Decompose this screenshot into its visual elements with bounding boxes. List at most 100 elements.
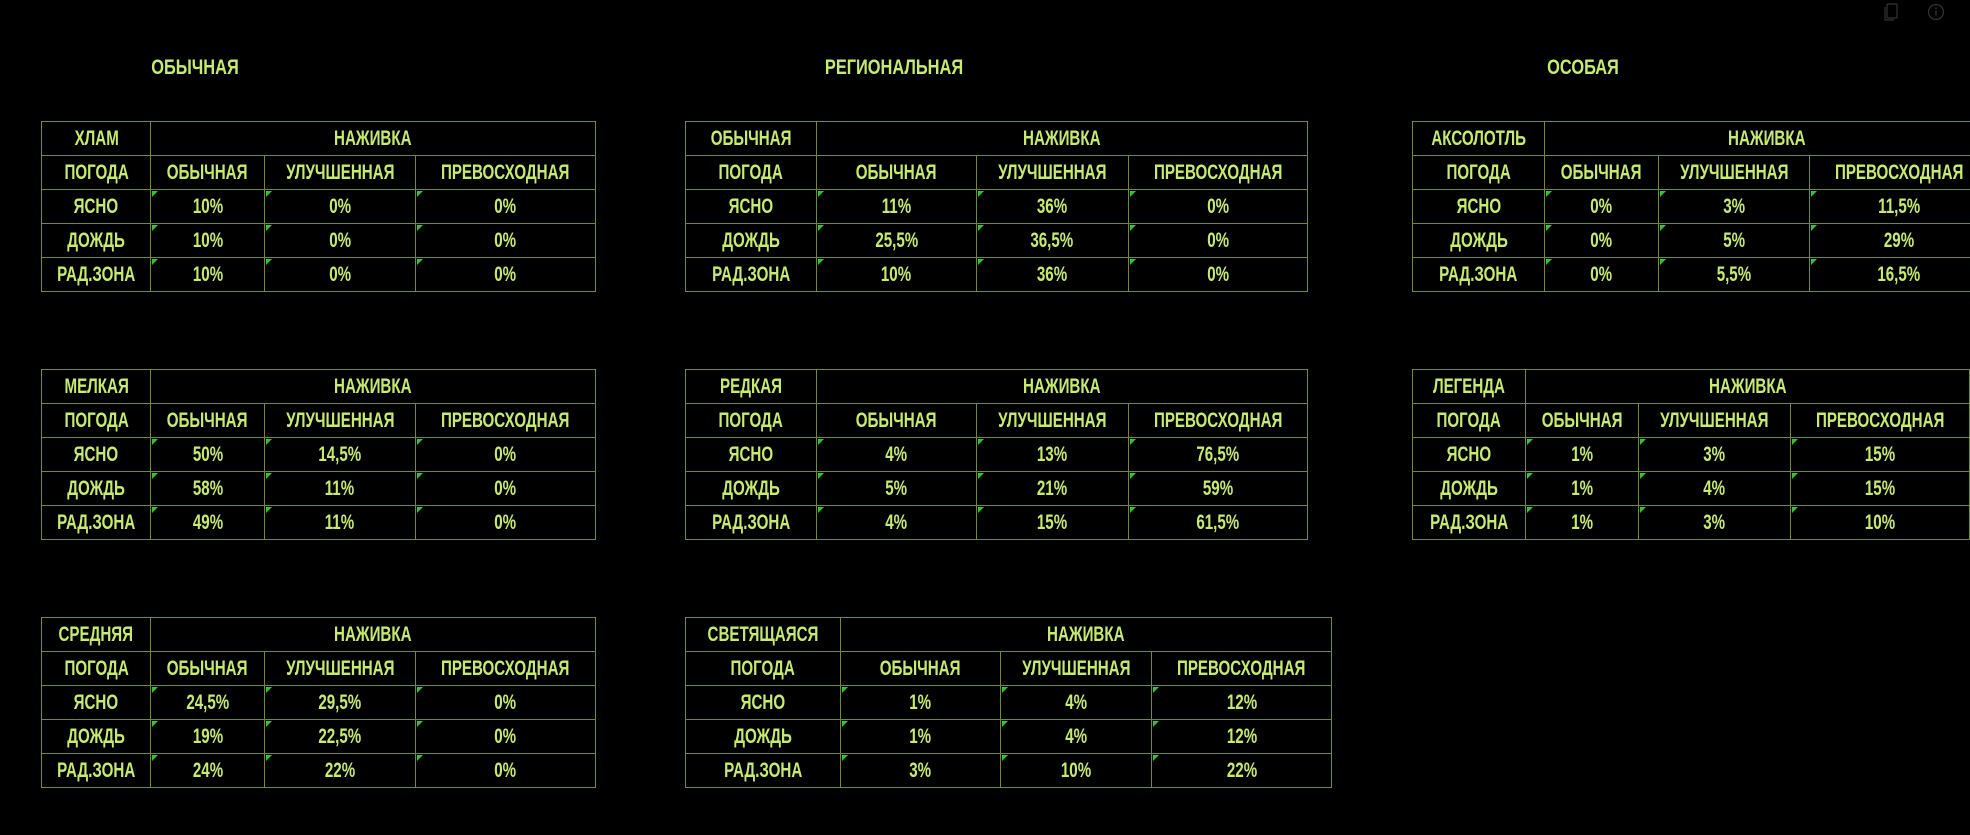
bait-header: НАЖИВКА bbox=[1524, 369, 1970, 404]
bait-type-header: ПРЕВОСХОДНАЯ bbox=[1789, 403, 1970, 438]
chance-cell-text: 10% bbox=[192, 228, 223, 252]
table-header-row: ОБЫЧНАЯ НАЖИВКА bbox=[685, 121, 1308, 156]
chance-cell: 1% bbox=[1524, 437, 1640, 472]
bait-type-header-text: ПРЕВОСХОДНАЯ bbox=[1153, 160, 1282, 184]
table-row: РАД.ЗОНА 49% 11% 0% bbox=[40, 505, 596, 540]
chance-cell: 4% bbox=[1638, 471, 1791, 506]
chance-cell: 0% bbox=[415, 471, 596, 506]
table-row: ЯСНО 50% 14,5% 0% bbox=[40, 437, 596, 472]
chance-cell: 15% bbox=[976, 505, 1129, 540]
fish-category-label-text: МЕЛКАЯ bbox=[64, 374, 129, 398]
weather-header: ПОГОДА bbox=[685, 155, 817, 190]
weather-header-text: ПОГОДА bbox=[718, 160, 784, 184]
chance-cell-text: 10% bbox=[1061, 758, 1092, 782]
weather-label: ЯСНО bbox=[1412, 437, 1526, 472]
chance-cell: 3% bbox=[1638, 505, 1791, 540]
copy-icon[interactable] bbox=[1884, 3, 1898, 21]
chance-cell: 13% bbox=[976, 437, 1129, 472]
bait-type-header-text: ОБЫЧНАЯ bbox=[167, 160, 248, 184]
table-subheader-row: ПОГОДА ОБЫЧНАЯ УЛУЧШЕННАЯ ПРЕВОСХОДНАЯ bbox=[40, 155, 596, 190]
table-row: РАД.ЗОНА 24% 22% 0% bbox=[40, 753, 596, 788]
weather-header: ПОГОДА bbox=[685, 403, 817, 438]
table-subheader-row: ПОГОДА ОБЫЧНАЯ УЛУЧШЕННАЯ ПРЕВОСХОДНАЯ bbox=[40, 651, 596, 686]
bait-type-header-text: ПРЕВОСХОДНАЯ bbox=[1177, 656, 1306, 680]
weather-label-text: ЯСНО bbox=[728, 194, 774, 218]
table-row: ДОЖДЬ 1% 4% 15% bbox=[1412, 471, 1970, 506]
table-row: РАД.ЗОНА 4% 15% 61,5% bbox=[685, 505, 1308, 540]
bait-type-header-text: УЛУЧШЕННАЯ bbox=[1660, 408, 1769, 432]
chance-cell: 10% bbox=[1789, 505, 1970, 540]
bait-type-header: ОБЫЧНАЯ bbox=[150, 155, 265, 190]
chance-cell: 24,5% bbox=[150, 685, 265, 720]
table-header-row: АКСОЛОТЛЬ НАЖИВКА bbox=[1411, 121, 1970, 156]
chance-cell: 0% bbox=[415, 437, 596, 472]
chance-cell-text: 0% bbox=[328, 228, 351, 252]
chance-cell: 4% bbox=[999, 719, 1153, 754]
chance-cell-text: 5% bbox=[885, 476, 908, 500]
chance-cell-text: 0% bbox=[494, 724, 517, 748]
table-row: ЯСНО 11% 36% 0% bbox=[685, 189, 1308, 224]
chance-cell-text: 0% bbox=[1590, 262, 1613, 286]
chance-cell-text: 1% bbox=[1571, 510, 1593, 534]
fish-category-label-text: СВЕТЯЩАЯСЯ bbox=[707, 622, 819, 646]
bait-type-header: УЛУЧШЕННАЯ bbox=[263, 651, 417, 686]
table-row: ЯСНО 10% 0% 0% bbox=[40, 189, 596, 224]
table-subheader-row: ПОГОДА ОБЫЧНАЯ УЛУЧШЕННАЯ ПРЕВОСХОДНАЯ bbox=[1411, 155, 1970, 190]
weather-label: РАД.ЗОНА bbox=[685, 505, 817, 540]
chance-cell: 12% bbox=[1151, 685, 1332, 720]
chance-cell-text: 16,5% bbox=[1877, 262, 1921, 286]
bait-header-text: НАЖИВКА bbox=[1023, 374, 1101, 398]
weather-label: РАД.ЗОНА bbox=[40, 753, 152, 788]
table-subheader-row: ПОГОДА ОБЫЧНАЯ УЛУЧШЕННАЯ ПРЕВОСХОДНАЯ bbox=[685, 155, 1308, 190]
chance-cell-text: 0% bbox=[494, 690, 517, 714]
chance-cell-text: 25,5% bbox=[875, 228, 918, 252]
bait-header: НАЖИВКА bbox=[816, 369, 1308, 404]
table-row: ДОЖДЬ 19% 22,5% 0% bbox=[40, 719, 596, 754]
chance-cell: 22% bbox=[263, 753, 417, 788]
chance-cell-text: 1% bbox=[909, 690, 932, 714]
chance-cell-text: 15% bbox=[1037, 510, 1068, 534]
table-row: ЯСНО 4% 13% 76,5% bbox=[685, 437, 1308, 472]
weather-label-text: ДОЖДЬ bbox=[722, 476, 780, 500]
chance-cell-text: 36% bbox=[1037, 262, 1068, 286]
chance-cell: 10% bbox=[816, 257, 977, 292]
chance-cell-text: 24,5% bbox=[186, 690, 229, 714]
chance-cell-text: 10% bbox=[1864, 510, 1895, 534]
chance-cell: 0% bbox=[415, 223, 596, 258]
chance-cell: 10% bbox=[150, 189, 265, 224]
chance-cell-text: 10% bbox=[192, 262, 223, 286]
chance-cell-text: 29% bbox=[1884, 228, 1915, 252]
weather-label-text: РАД.ЗОНА bbox=[57, 262, 136, 286]
weather-label-text: РАД.ЗОНА bbox=[57, 510, 136, 534]
chance-cell-text: 11% bbox=[325, 510, 355, 534]
chance-cell: 0% bbox=[415, 685, 596, 720]
weather-label: РАД.ЗОНА bbox=[40, 505, 152, 540]
weather-label: ДОЖДЬ bbox=[40, 471, 152, 506]
chance-cell: 0% bbox=[1127, 257, 1308, 292]
table-row: ДОЖДЬ 10% 0% 0% bbox=[40, 223, 596, 258]
chance-cell-text: 1% bbox=[909, 724, 932, 748]
weather-label-text: ЯСНО bbox=[1446, 442, 1492, 466]
chance-cell: 14,5% bbox=[263, 437, 417, 472]
chance-cell-text: 0% bbox=[494, 442, 517, 466]
info-icon[interactable] bbox=[1927, 3, 1945, 21]
weather-label-text: ЯСНО bbox=[73, 442, 119, 466]
chance-cell: 12% bbox=[1151, 719, 1332, 754]
bait-type-header-text: ОБЫЧНАЯ bbox=[1561, 160, 1642, 184]
weather-label-text: ДОЖДЬ bbox=[67, 476, 126, 500]
bait-type-header-text: УЛУЧШЕННАЯ bbox=[285, 656, 395, 680]
bait-type-header: ПРЕВОСХОДНАЯ bbox=[1127, 155, 1308, 190]
chance-cell-text: 5,5% bbox=[1716, 262, 1752, 286]
chance-cell: 0% bbox=[263, 257, 417, 292]
chance-cell-text: 14,5% bbox=[318, 442, 362, 466]
chance-cell: 15% bbox=[1789, 471, 1970, 506]
fish-category-label-text: СРЕДНЯЯ bbox=[58, 622, 134, 646]
weather-label: ДОЖДЬ bbox=[1412, 471, 1526, 506]
bait-header: НАЖИВКА bbox=[150, 121, 596, 156]
chance-cell-text: 0% bbox=[328, 194, 351, 218]
chance-cell: 0% bbox=[1544, 257, 1659, 292]
chance-cell: 3% bbox=[839, 753, 1001, 788]
weather-label: ЯСНО bbox=[1411, 189, 1546, 224]
chance-cell: 59% bbox=[1127, 471, 1308, 506]
catch-table: РЕДКАЯ НАЖИВКА ПОГОДА ОБЫЧНАЯ УЛУЧШЕННАЯ ПРЕВ… bbox=[685, 369, 1308, 540]
